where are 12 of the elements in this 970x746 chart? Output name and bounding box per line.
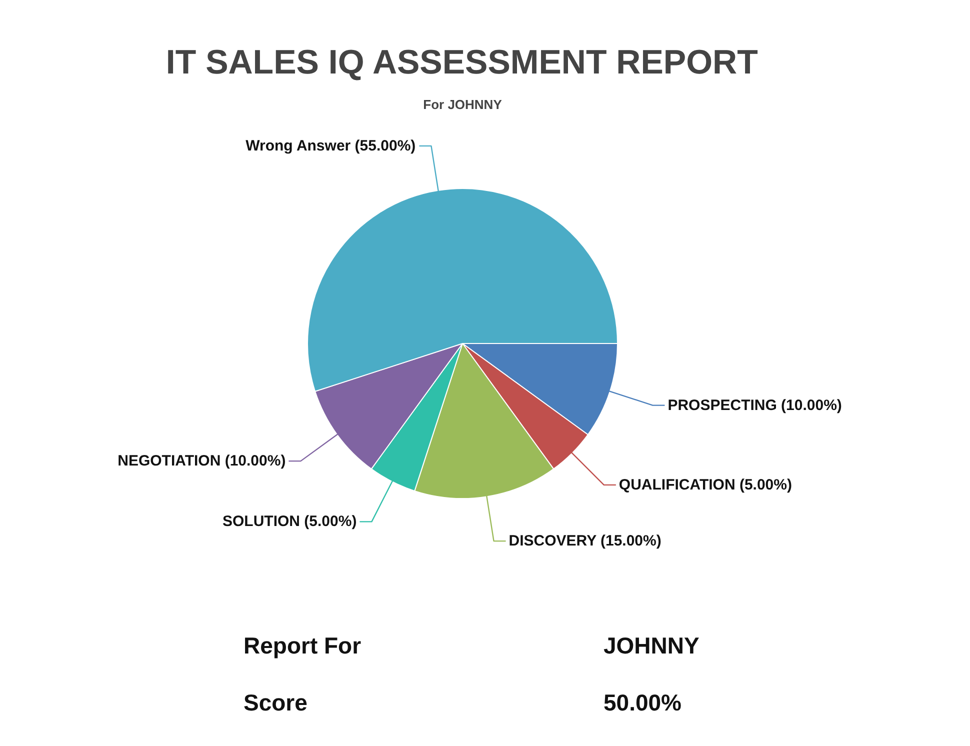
text: 50.00%	[604, 690, 682, 716]
text: Report For	[244, 632, 362, 658]
chart-subtitle: For JOHNNY	[423, 97, 502, 112]
slice-label: PROSPECTING (10.00%)	[668, 396, 842, 414]
text: Score	[244, 690, 308, 716]
slice-label: QUALIFICATION (5.00%)	[618, 476, 792, 494]
slice-label: SOLUTION (5.00%)	[222, 513, 357, 530]
text: JOHNNY	[604, 632, 700, 658]
slice-label: Wrong Answer (55.00%)	[246, 137, 416, 154]
chart-title: IT SALES IQ ASSESSMENT REPORT	[166, 44, 758, 82]
slice-label: DISCOVERY (15.00%)	[508, 532, 662, 550]
slice-label: NEGOTIATION (10.00%)	[118, 452, 286, 470]
